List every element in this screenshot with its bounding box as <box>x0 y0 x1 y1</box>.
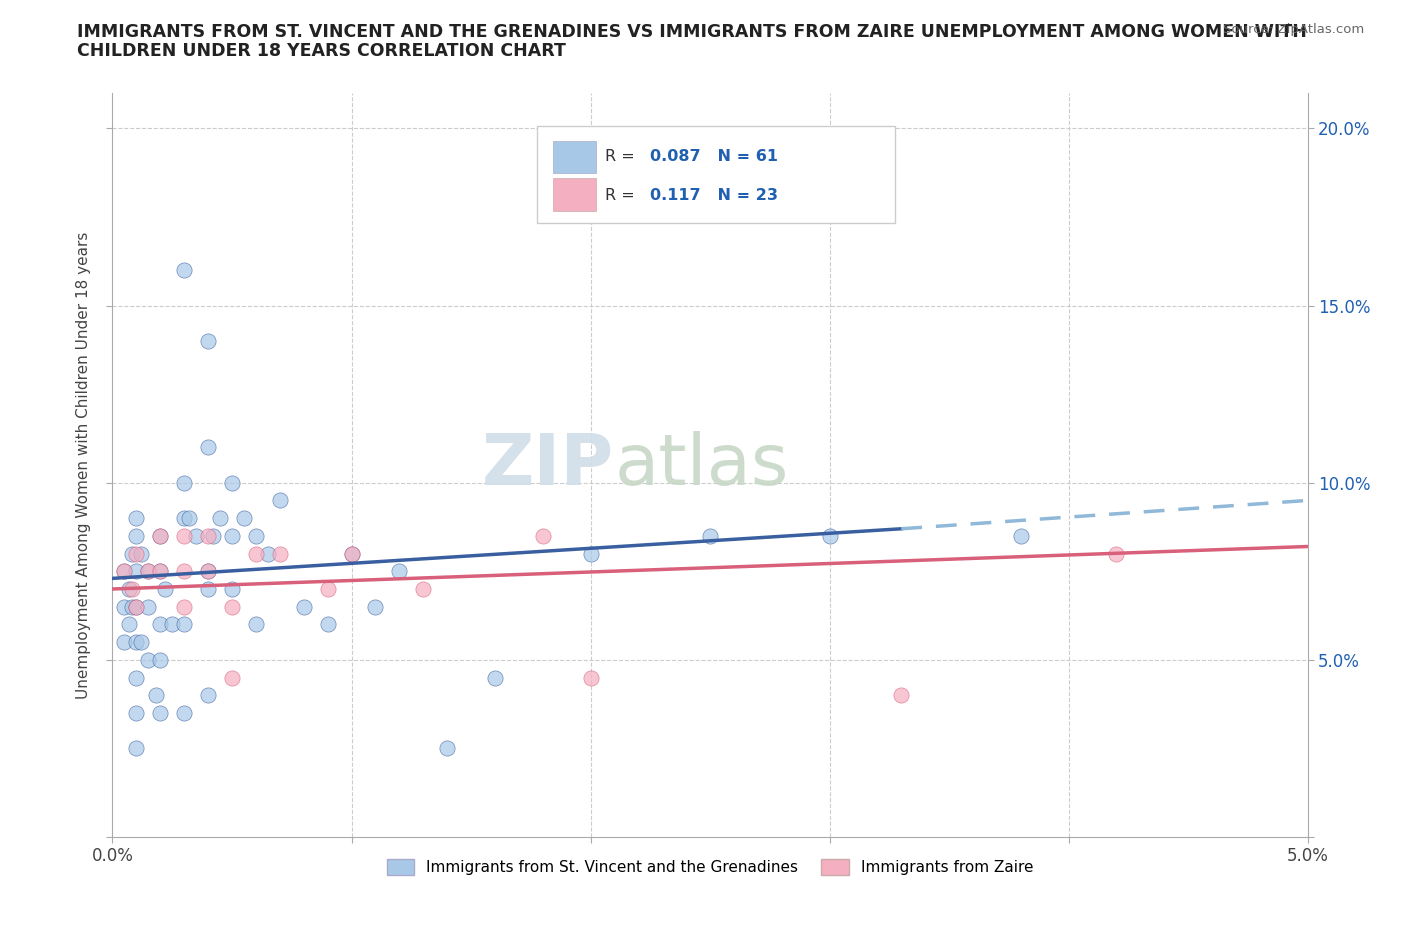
Point <box>149 528 172 543</box>
Point <box>197 564 219 578</box>
Point <box>221 528 243 543</box>
Point <box>436 741 458 756</box>
Point <box>197 564 219 578</box>
Text: R =: R = <box>605 188 645 203</box>
Point <box>114 634 135 649</box>
Point <box>245 546 267 561</box>
FancyBboxPatch shape <box>554 178 596 210</box>
Point <box>364 599 387 614</box>
Point <box>149 653 172 668</box>
Point <box>245 617 267 631</box>
Point <box>173 262 195 277</box>
Point <box>121 599 143 614</box>
Point <box>388 564 411 578</box>
Point <box>125 564 148 578</box>
Point <box>1010 528 1032 543</box>
Point <box>125 634 148 649</box>
Point <box>316 581 339 596</box>
Point <box>221 671 243 685</box>
Point <box>118 581 141 596</box>
Text: atlas: atlas <box>614 431 789 499</box>
Point <box>125 599 148 614</box>
Point <box>162 617 183 631</box>
Point <box>129 546 152 561</box>
Text: R =: R = <box>605 150 640 165</box>
Point <box>316 617 339 631</box>
Point <box>340 546 363 561</box>
Point <box>201 528 224 543</box>
Point <box>177 511 200 525</box>
Point <box>197 688 219 703</box>
Point <box>118 617 141 631</box>
Point <box>173 617 195 631</box>
Point <box>145 688 167 703</box>
Point <box>197 334 219 349</box>
Text: CHILDREN UNDER 18 YEARS CORRELATION CHART: CHILDREN UNDER 18 YEARS CORRELATION CHAR… <box>77 42 567 60</box>
Point <box>138 564 160 578</box>
Point <box>125 741 148 756</box>
Point <box>173 564 195 578</box>
Point <box>186 528 208 543</box>
Point <box>209 511 232 525</box>
Point <box>149 528 172 543</box>
Point <box>699 528 721 543</box>
Point <box>153 581 176 596</box>
Point <box>173 528 195 543</box>
Legend: Immigrants from St. Vincent and the Grenadines, Immigrants from Zaire: Immigrants from St. Vincent and the Gren… <box>381 853 1039 882</box>
Point <box>412 581 434 596</box>
Point <box>173 475 195 490</box>
Point <box>129 634 152 649</box>
Text: Source: ZipAtlas.com: Source: ZipAtlas.com <box>1223 23 1364 36</box>
Point <box>125 671 148 685</box>
Point <box>149 564 172 578</box>
Point <box>340 546 363 561</box>
Point <box>125 599 148 614</box>
Point <box>221 581 243 596</box>
Point <box>138 599 160 614</box>
Point <box>173 599 195 614</box>
Point <box>138 653 160 668</box>
Point <box>221 475 243 490</box>
FancyBboxPatch shape <box>554 140 596 173</box>
Point <box>579 546 602 561</box>
Point <box>121 581 143 596</box>
Point <box>818 528 841 543</box>
Point <box>114 599 135 614</box>
Point <box>125 528 148 543</box>
Text: IMMIGRANTS FROM ST. VINCENT AND THE GRENADINES VS IMMIGRANTS FROM ZAIRE UNEMPLOY: IMMIGRANTS FROM ST. VINCENT AND THE GREN… <box>77 23 1308 41</box>
Point <box>1105 546 1128 561</box>
Point <box>245 528 267 543</box>
Point <box>890 688 912 703</box>
Point <box>197 581 219 596</box>
Point <box>269 546 291 561</box>
Point <box>114 564 135 578</box>
Point <box>197 440 219 455</box>
Point <box>197 528 219 543</box>
Point <box>221 599 243 614</box>
Point <box>292 599 315 614</box>
Text: ZIP: ZIP <box>482 431 614 499</box>
Point <box>269 493 291 508</box>
Point <box>484 671 506 685</box>
Point <box>233 511 256 525</box>
Y-axis label: Unemployment Among Women with Children Under 18 years: Unemployment Among Women with Children U… <box>76 232 91 698</box>
Point <box>257 546 280 561</box>
Point <box>125 706 148 721</box>
Point <box>125 546 148 561</box>
FancyBboxPatch shape <box>537 126 896 223</box>
Text: 0.117   N = 23: 0.117 N = 23 <box>650 188 779 203</box>
Point <box>121 546 143 561</box>
Point <box>173 706 195 721</box>
Point <box>125 511 148 525</box>
Point <box>149 706 172 721</box>
Text: 0.087   N = 61: 0.087 N = 61 <box>650 150 779 165</box>
Point <box>138 564 160 578</box>
Point <box>531 528 554 543</box>
Point <box>579 671 602 685</box>
Point <box>149 617 172 631</box>
Point <box>173 511 195 525</box>
Point <box>114 564 135 578</box>
Point <box>149 564 172 578</box>
